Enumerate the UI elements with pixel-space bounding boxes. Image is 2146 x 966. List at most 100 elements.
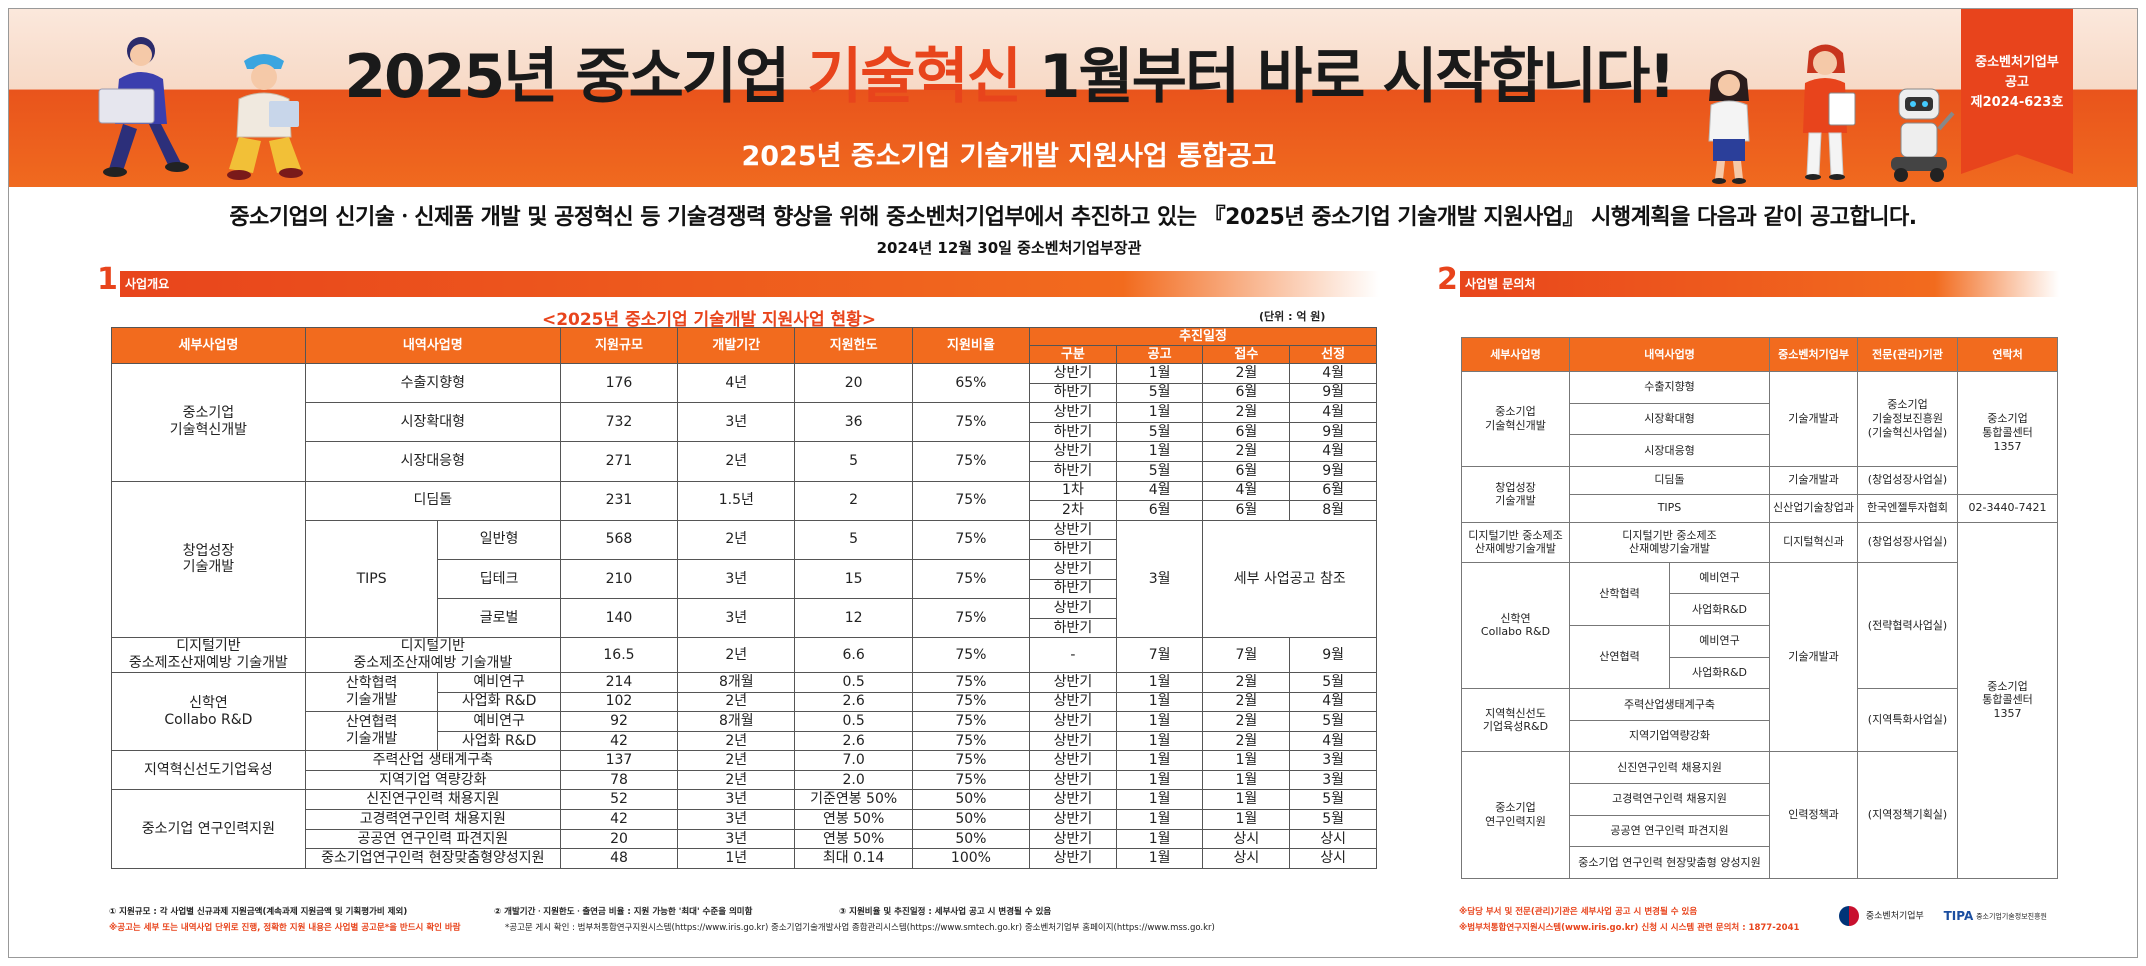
table-cell: 1월 xyxy=(1115,750,1204,771)
intro-text: 중소기업의 신기술ㆍ신제품 개발 및 공정혁신 등 기술경쟁력 향상을 위해 중… xyxy=(229,205,1917,230)
table-cell: 산학협력 기술개발 xyxy=(304,671,439,713)
table-cell: 상반기 xyxy=(1029,363,1117,384)
table-cell: 1.5년 xyxy=(677,480,796,521)
table-cell: 상반기 xyxy=(1029,809,1117,830)
table-cell: 92 xyxy=(559,711,679,732)
table-cell: 75% xyxy=(911,769,1031,791)
table-cell: 시장확대형 xyxy=(304,402,561,443)
table-cell: 상반기 xyxy=(1029,671,1117,693)
table-cell: 기준연봉 50% xyxy=(794,789,913,811)
table-cell: 상반기 xyxy=(1029,691,1117,713)
table-cell: (전략협력사업실) xyxy=(1857,561,1959,690)
table-cell: 5월 xyxy=(1115,421,1204,443)
table-cell: 3월 xyxy=(1289,769,1377,791)
table-cell: 1월 xyxy=(1115,441,1204,462)
table-cell: 75% xyxy=(911,598,1031,639)
table-cell: 8개월 xyxy=(677,671,796,693)
section-title: 사업별 문의처 xyxy=(1465,277,1536,291)
banner-title-pre: 2025년 중소기업 xyxy=(344,42,808,112)
table-cell: 214 xyxy=(559,671,679,693)
table-cell: 2월 xyxy=(1202,711,1291,732)
table-cell: 기술개발과 xyxy=(1769,465,1859,495)
table-cell: 4월 xyxy=(1115,480,1204,502)
section-title: 사업개요 xyxy=(125,277,170,291)
table-cell: 신산업기술창업과 xyxy=(1769,493,1859,523)
table-cell: 5월 xyxy=(1289,711,1377,732)
table-header: 구분 xyxy=(1029,345,1117,364)
footnote: ③ 지원비율 및 추진일정 : 세부사업 공고 시 변경될 수 있음 xyxy=(839,907,1052,917)
table-cell: 36 xyxy=(794,402,913,443)
notice-line-ministry: 중소벤처기업부 xyxy=(1975,55,2059,70)
table-cell: 65% xyxy=(911,362,1031,404)
table-cell: 디지털기반 중소제조 산재예방기술개발 xyxy=(1461,521,1570,563)
table-header: 전문(관리)기관 xyxy=(1857,337,1959,372)
table-cell: 2 xyxy=(794,480,913,521)
table-cell: (창업성장사업실) xyxy=(1857,521,1959,563)
table-cell: 2월 xyxy=(1202,402,1291,423)
robot-illustration xyxy=(1891,88,1955,182)
table-header: 추진일정 xyxy=(1029,327,1377,346)
table-header: 공고 xyxy=(1115,345,1204,364)
table-cell: 2년 xyxy=(677,441,796,482)
table-cell: 디지털기반 중소제조 산재예방기술개발 xyxy=(1568,521,1771,563)
table-cell: 42 xyxy=(559,809,679,830)
table-cell: 고경력연구인력 채용지원 xyxy=(304,809,561,830)
table-cell: 디딤돌 xyxy=(304,480,561,521)
table-cell: 하반기 xyxy=(1029,578,1117,600)
table-cell: 지역혁신선도 기업육성R&D xyxy=(1461,688,1570,753)
table-cell: 기술개발과 xyxy=(1769,561,1859,753)
banner-title: 2025년 중소기업 기술혁신 1월부터 바로 시작합니다! xyxy=(309,27,1709,127)
table-cell: (지역정책기획실) xyxy=(1857,751,1959,879)
table-cell: 100% xyxy=(911,848,1031,869)
table-cell: 1월 xyxy=(1115,769,1204,791)
table-cell: 176 xyxy=(559,362,679,404)
table-cell: 3년 xyxy=(677,828,796,850)
table-cell: 48 xyxy=(559,848,679,869)
table-cell: 상반기 xyxy=(1029,769,1117,791)
table-cell: 1월 xyxy=(1115,789,1204,811)
table-header: 세부사업명 xyxy=(111,327,306,364)
table-cell: 732 xyxy=(559,402,679,443)
table-cell: 4월 xyxy=(1289,730,1377,752)
table-cell: 75% xyxy=(911,558,1031,600)
table-cell: 상반기 xyxy=(1029,402,1117,423)
table-cell: 6월 xyxy=(1202,421,1291,443)
table-cell: 산학협력 xyxy=(1569,561,1670,626)
table-cell: 세부 사업공고 참조 xyxy=(1202,519,1377,639)
table-header: 개발기간 xyxy=(677,327,796,364)
table-cell: 02-3440-7421 xyxy=(1957,493,2059,523)
table-cell: 12 xyxy=(794,598,913,639)
table-cell: 산연협력 기술개발 xyxy=(304,711,439,752)
banner: 2025년 중소기업 기술혁신 1월부터 바로 시작합니다! 2025년 중소기… xyxy=(9,9,2137,187)
table-cell: 2월 xyxy=(1202,691,1291,713)
table-cell: 상반기 xyxy=(1029,789,1117,811)
table-cell: 7월 xyxy=(1115,637,1204,673)
table-cell: 137 xyxy=(559,750,679,771)
table-cell: 신학연 Collabo R&D xyxy=(111,671,306,752)
table-cell: 7월 xyxy=(1202,637,1291,673)
table-cell: 75% xyxy=(911,519,1031,560)
table-cell: 2월 xyxy=(1202,730,1291,752)
table-cell: 최대 0.14 xyxy=(794,848,913,869)
table-cell: 1월 xyxy=(1202,809,1291,830)
table-cell: 75% xyxy=(911,711,1031,732)
table-cell: 5월 xyxy=(1289,671,1377,693)
table-cell: 15 xyxy=(794,558,913,600)
table-cell: 3년 xyxy=(677,402,796,443)
table-cell: 중소기업 연구인력지원 xyxy=(111,789,306,869)
table-cell: 6월 xyxy=(1289,480,1377,502)
table-cell: 시장대응형 xyxy=(1568,434,1771,467)
table-cell: 중소기업연구인력 현장맞춤형양성지원 xyxy=(304,848,561,869)
table-cell: 1월 xyxy=(1115,809,1204,830)
intro-date: 2024년 12월 30일 중소벤처기업부장관 xyxy=(876,239,1142,257)
table-cell: 0.5 xyxy=(794,711,913,732)
table-cell: 예비연구 xyxy=(1668,561,1771,595)
table-cell: 인력정책과 xyxy=(1769,751,1859,879)
table-cell: 6월 xyxy=(1202,460,1291,482)
table-cell: 사업화 R&D xyxy=(437,730,561,752)
table-cell: 75% xyxy=(911,441,1031,482)
table-cell: 5월 xyxy=(1115,460,1204,482)
table-cell: 5월 xyxy=(1289,789,1377,811)
table-cell: 상시 xyxy=(1202,828,1291,850)
table-header: 중소벤처기업부 xyxy=(1769,337,1859,372)
